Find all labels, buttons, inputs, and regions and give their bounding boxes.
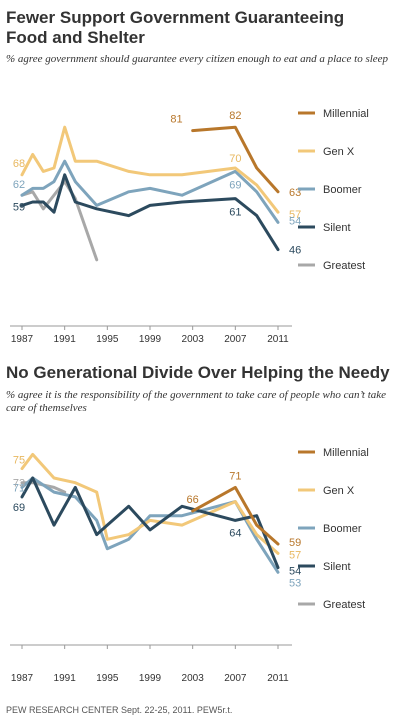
series-line-millennial: [191, 125, 280, 194]
x-tick-label: 1999: [139, 334, 162, 345]
data-label-gen-x: 68: [13, 158, 25, 170]
data-label-millennial: 82: [229, 110, 241, 122]
legend-label-boomer: Boomer: [323, 184, 362, 196]
data-label-boomer: 69: [229, 179, 241, 191]
x-tick-label: 1987: [11, 334, 34, 345]
x-tick-label: 1991: [54, 673, 77, 684]
data-label-silent: 69: [13, 502, 25, 514]
data-label-boomer: 62: [13, 179, 25, 191]
legend-label-greatest: Greatest: [323, 599, 365, 611]
x-tick-label: 2003: [182, 334, 205, 345]
data-label-greatest: 73: [13, 478, 25, 490]
data-label-millennial: 59: [289, 537, 301, 549]
data-label-silent: 46: [289, 245, 301, 257]
data-label-boomer: 53: [289, 577, 301, 589]
data-label-millennial: 81: [170, 114, 182, 126]
data-label-gen-x: 75: [13, 455, 25, 467]
data-label-millennial: 66: [187, 494, 199, 506]
legend-label-silent: Silent: [323, 561, 351, 573]
x-tick-label: 1987: [11, 673, 34, 684]
data-label-silent: 61: [229, 207, 241, 219]
series-line-gen-x: [20, 125, 280, 214]
chart1-title: Fewer Support Government Guaranteeing Fo…: [6, 8, 345, 47]
legend-label-boomer: Boomer: [323, 523, 362, 535]
series-line-gen-x: [20, 452, 280, 555]
series-line-silent: [20, 476, 280, 570]
source-note: PEW RESEARCH CENTER Sept. 22-25, 2011. P…: [6, 705, 233, 715]
data-label-millennial: 71: [229, 470, 241, 482]
data-label-gen-x: 57: [289, 549, 301, 561]
x-tick-label: 1995: [96, 334, 119, 345]
series-line-silent: [20, 173, 280, 252]
legend-label-gen-x: Gen X: [323, 485, 355, 497]
x-tick-label: 1999: [139, 673, 162, 684]
x-tick-label: 2003: [182, 673, 205, 684]
chart2-subtitle: % agree it is the responsibility of the …: [6, 389, 387, 414]
chart1-subtitle: % agree government should guarantee ever…: [6, 53, 389, 65]
x-tick-label: 2011: [267, 673, 289, 684]
data-label-silent: 54: [289, 566, 301, 578]
x-tick-label: 2007: [224, 334, 247, 345]
legend-label-millennial: Millennial: [323, 108, 369, 120]
x-tick-label: 1995: [96, 673, 119, 684]
x-tick-label: 2011: [267, 334, 289, 345]
data-label-silent: 59: [13, 201, 25, 213]
chart2-svg: 1987 1991 1995 1999 2003 2007 2011 66 71 59 75 57 71…: [10, 447, 369, 684]
legend-label-silent: Silent: [323, 222, 351, 234]
chart2-title: No Generational Divide Over Helping the …: [6, 363, 390, 382]
data-label-boomer: 54: [289, 215, 301, 227]
series-line-boomer: [20, 159, 280, 224]
data-label-silent: 64: [229, 527, 241, 539]
data-label-gen-x: 57: [289, 209, 301, 221]
x-tick-label: 1991: [54, 334, 77, 345]
data-label-gen-x: 70: [229, 153, 241, 165]
x-tick-label: 2007: [224, 673, 247, 684]
legend-label-millennial: Millennial: [323, 447, 369, 459]
legend-label-gen-x: Gen X: [323, 146, 355, 158]
series-line-millennial: [191, 485, 280, 546]
legend-label-greatest: Greatest: [323, 260, 365, 272]
data-label-boomer: 71: [13, 482, 25, 494]
